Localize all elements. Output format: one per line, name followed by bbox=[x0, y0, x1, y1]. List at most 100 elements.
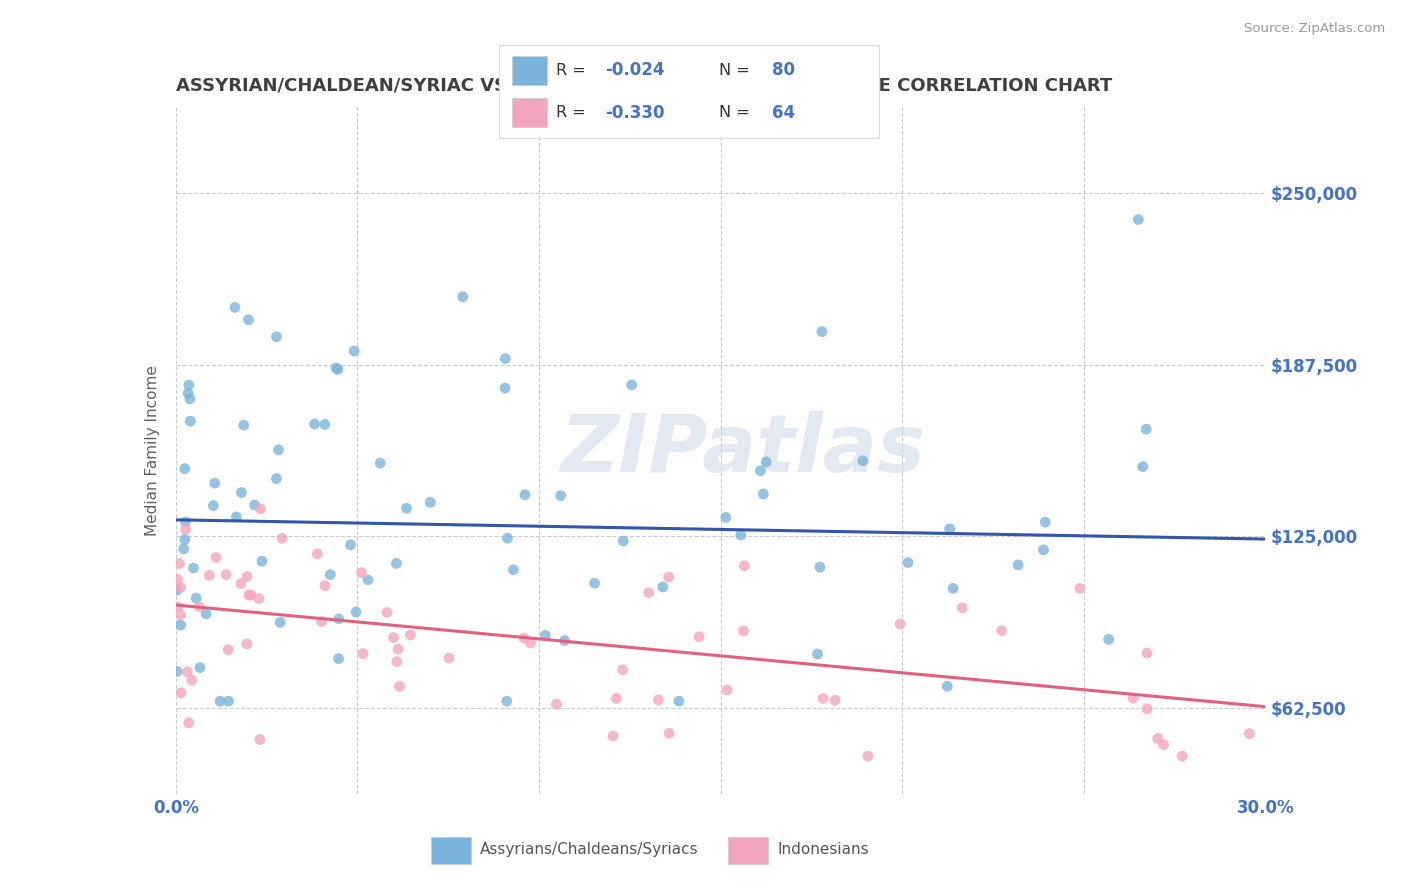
Point bbox=[1098, 632, 1121, 647]
Point bbox=[249, 501, 271, 516]
Text: N =: N = bbox=[720, 105, 755, 120]
Point bbox=[319, 567, 342, 582]
Point bbox=[239, 588, 262, 602]
Point bbox=[1069, 582, 1091, 596]
Point bbox=[583, 576, 606, 591]
Point bbox=[602, 729, 624, 743]
Point bbox=[612, 534, 634, 549]
Point bbox=[218, 694, 240, 708]
Point bbox=[495, 694, 517, 708]
Point bbox=[395, 501, 418, 516]
Point bbox=[651, 580, 673, 594]
Point bbox=[166, 582, 188, 597]
Point bbox=[232, 418, 254, 433]
Point bbox=[174, 522, 197, 536]
Text: 64: 64 bbox=[772, 103, 796, 121]
Point bbox=[176, 665, 198, 679]
Point bbox=[1128, 212, 1150, 227]
Point bbox=[170, 580, 193, 594]
Bar bbox=[728, 837, 768, 864]
Point bbox=[806, 647, 828, 661]
Point bbox=[250, 554, 273, 568]
Point bbox=[188, 660, 211, 674]
Point bbox=[166, 572, 188, 586]
Bar bbox=[512, 56, 547, 85]
Point bbox=[236, 637, 259, 651]
Point bbox=[1153, 738, 1175, 752]
Point bbox=[936, 679, 959, 693]
Point bbox=[1007, 558, 1029, 572]
Point bbox=[225, 509, 247, 524]
Point bbox=[385, 557, 408, 571]
Point bbox=[314, 417, 336, 432]
Point bbox=[605, 691, 627, 706]
Point bbox=[1132, 459, 1154, 474]
Point bbox=[1136, 646, 1159, 660]
Point bbox=[612, 663, 634, 677]
Point bbox=[266, 472, 288, 486]
Point bbox=[179, 392, 201, 406]
Point bbox=[513, 631, 536, 645]
Point bbox=[166, 665, 188, 679]
Point bbox=[437, 651, 460, 665]
Point bbox=[173, 541, 195, 556]
Point bbox=[173, 461, 195, 475]
Point bbox=[419, 495, 441, 509]
Point bbox=[183, 561, 205, 575]
Point bbox=[350, 566, 373, 580]
Point bbox=[1171, 749, 1194, 764]
Point bbox=[856, 749, 879, 764]
Point bbox=[550, 489, 572, 503]
Point bbox=[311, 615, 333, 629]
Point bbox=[730, 528, 752, 542]
Point bbox=[752, 487, 775, 501]
Point bbox=[209, 694, 232, 708]
Point bbox=[304, 417, 326, 431]
Point bbox=[620, 377, 643, 392]
Point bbox=[238, 588, 260, 602]
Point bbox=[824, 693, 846, 707]
Point bbox=[314, 579, 336, 593]
Point bbox=[637, 585, 659, 599]
Point bbox=[494, 351, 516, 366]
Point bbox=[325, 361, 347, 376]
Point bbox=[399, 628, 422, 642]
Point bbox=[375, 606, 398, 620]
Point bbox=[811, 325, 834, 339]
Point bbox=[177, 386, 200, 401]
Text: -0.024: -0.024 bbox=[606, 62, 665, 79]
Point bbox=[170, 607, 193, 622]
Point bbox=[328, 651, 350, 665]
Point bbox=[1135, 422, 1157, 436]
Point bbox=[1032, 542, 1054, 557]
Point bbox=[749, 464, 772, 478]
Point bbox=[231, 485, 253, 500]
Text: -0.330: -0.330 bbox=[606, 103, 665, 121]
Point bbox=[1033, 515, 1056, 529]
Point bbox=[170, 686, 193, 700]
Text: Indonesians: Indonesians bbox=[778, 842, 869, 856]
Point bbox=[167, 599, 190, 614]
Text: R =: R = bbox=[557, 62, 591, 78]
Point bbox=[494, 381, 516, 395]
Point bbox=[811, 691, 834, 706]
Point bbox=[382, 631, 405, 645]
Point bbox=[307, 547, 329, 561]
Point bbox=[238, 312, 260, 326]
Point bbox=[169, 557, 191, 571]
Point bbox=[1239, 726, 1261, 740]
Point bbox=[229, 576, 252, 591]
Point bbox=[387, 642, 409, 657]
Point bbox=[950, 601, 973, 615]
Point bbox=[534, 628, 557, 642]
Point bbox=[451, 290, 474, 304]
Point bbox=[808, 560, 831, 574]
Point bbox=[668, 694, 690, 708]
Point bbox=[198, 568, 221, 582]
Point bbox=[733, 624, 755, 638]
Point bbox=[554, 633, 576, 648]
Point bbox=[204, 476, 226, 491]
Point bbox=[357, 573, 380, 587]
Text: Source: ZipAtlas.com: Source: ZipAtlas.com bbox=[1244, 22, 1385, 36]
Point bbox=[202, 499, 225, 513]
